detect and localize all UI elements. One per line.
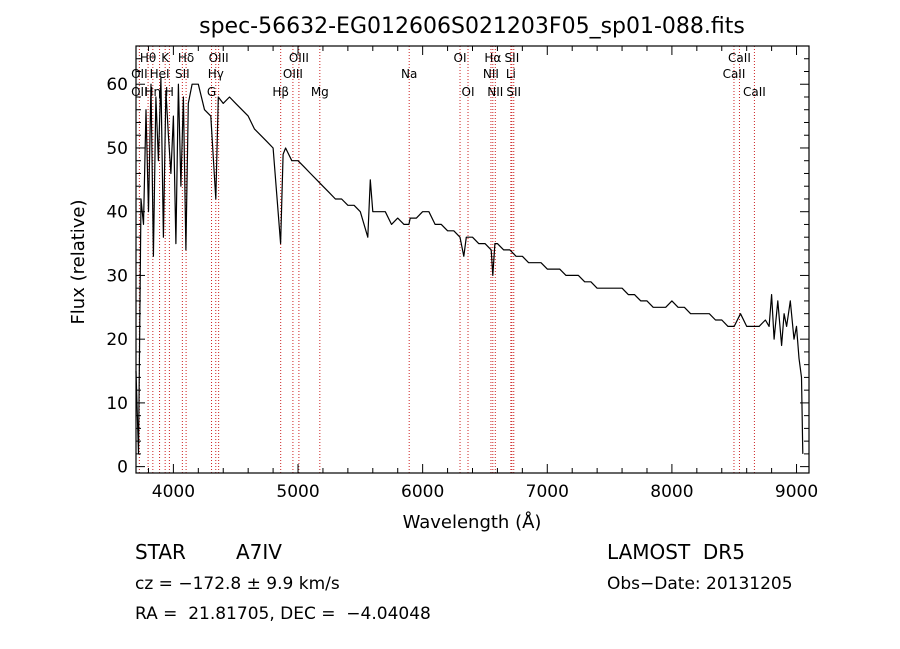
spectral-line-label: Mg [311,85,329,99]
y-axis-label: Flux (relative) [68,199,89,324]
x-tick-label: 4000 [152,482,195,502]
y-tick-label: 0 [117,458,128,478]
spectrum-series [135,77,804,455]
spectral-line-label: Hη [145,85,162,99]
object-subclass: A7IV [236,540,282,564]
spectral-line-label: SII [175,67,190,81]
chart-title: spec-56632-EG012606S021203F05_sp01-088.f… [199,14,745,39]
spectral-line-label: HeI [150,67,170,81]
x-tick-label: 7000 [526,482,569,502]
x-tick-label: 9000 [775,482,818,502]
x-axis-label: Wavelength (Å) [403,511,542,533]
y-axis-ticks: 0 10 20 30 40 50 60 [106,58,809,478]
spectral-line-label: OI [454,51,467,65]
y-tick-label: 20 [106,330,128,350]
spectral-line-label: G [207,85,216,99]
spectral-line-label: H [165,85,174,99]
survey-name: LAMOST DR5 [607,540,745,564]
x-tick-label: 8000 [650,482,693,502]
spectral-line-label: OII [131,67,148,81]
spectral-line-label: OIII [283,67,303,81]
spectral-line-label: Na [401,67,417,81]
spectral-line-label: Hα [484,51,501,65]
spectral-line-label: Hβ [272,85,289,99]
object-class: STAR [135,540,186,564]
y-tick-label: 40 [106,203,128,223]
y-tick-label: 60 [106,75,128,95]
spectral-line-label: SII [506,85,521,99]
spectral-line-label: Li [506,67,516,81]
observation-date: Obs−Date: 20131205 [607,574,793,594]
spectral-line-markers [138,46,755,473]
spectral-line-label: Hγ [208,67,224,81]
coordinates-readout: RA = 21.81705, DEC = −4.04048 [135,604,431,624]
y-tick-label: 10 [106,394,128,414]
redshift-readout: cz = −172.8 ± 9.9 km/s [135,574,340,594]
spectral-line-label: SII [505,51,520,65]
y-tick-label: 30 [106,266,128,286]
spectral-line-label: CaII [743,85,766,99]
spectral-line-label: OIII [209,51,229,65]
spectral-line-label: CaII [728,51,751,65]
spectral-line-label: OIII [289,51,309,65]
spectral-line-label: NII [483,67,499,81]
y-tick-label: 50 [106,139,128,159]
spectral-line-label: Hδ [178,51,194,65]
spectral-line-label: OI [462,85,475,99]
spectral-line-labels: Hθ K Hδ OIII OIII OI Hα SII CaII OII HeI SII Hγ OIII N… [131,51,766,99]
x-axis-ticks: 4000 5000 6000 7000 8000 9000 [147,46,818,502]
plot-frame [135,45,810,474]
spectral-line-label: Hθ [140,51,156,65]
spectral-line-label: K [161,51,170,65]
spectral-line-label: NII [487,85,503,99]
x-tick-label: 5000 [276,482,319,502]
spectral-line-label: OII [131,85,148,99]
x-tick-label: 6000 [401,482,444,502]
spectral-line-label: CaII [723,67,746,81]
